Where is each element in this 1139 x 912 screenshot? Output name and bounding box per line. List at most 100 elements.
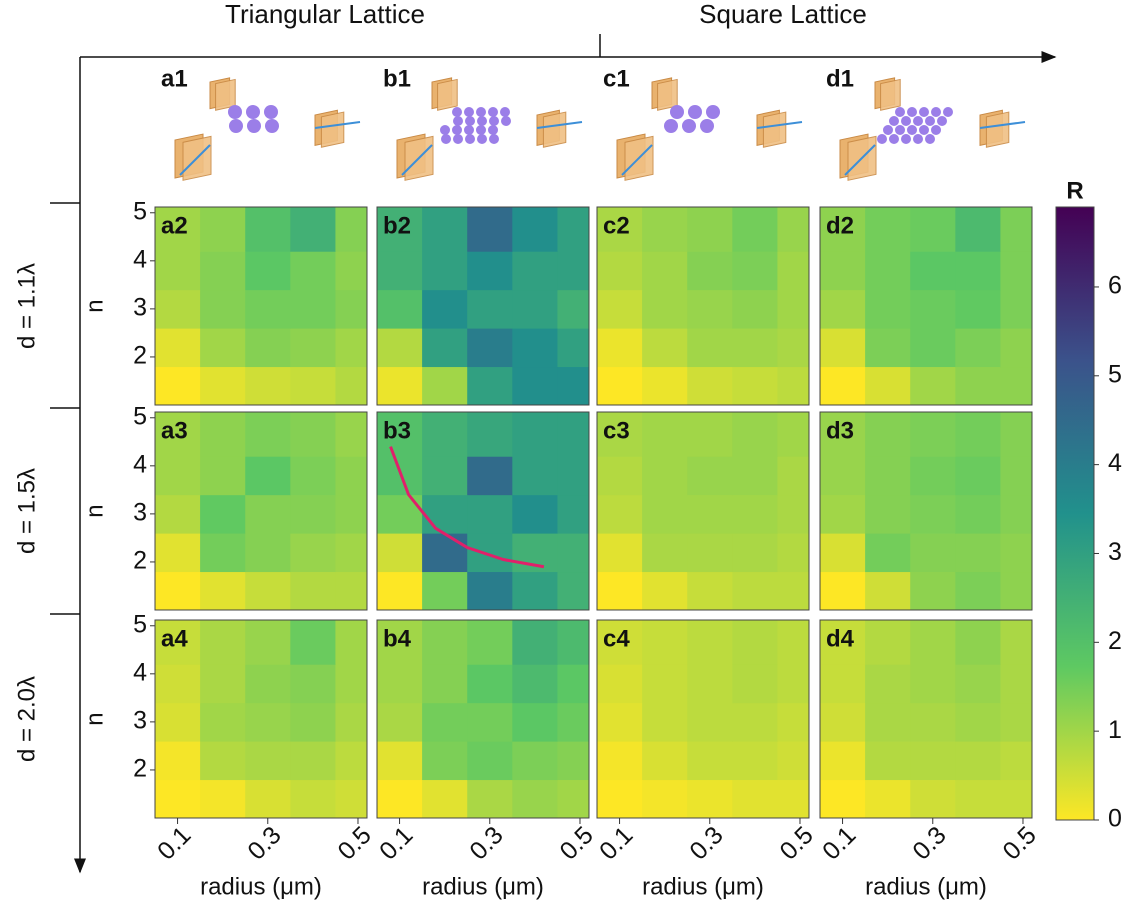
heatmap-cell [377, 328, 423, 367]
heatmap-cell [512, 780, 558, 819]
particle [452, 125, 462, 135]
heatmap-cell [597, 328, 643, 367]
heatmap-cell [955, 290, 1001, 329]
heatmap-cell [597, 495, 643, 534]
heatmap-cell [422, 533, 468, 572]
heatmap-cell [200, 664, 246, 703]
heatmap-cell [512, 741, 558, 780]
heatmap-cell [777, 533, 809, 572]
heatmap-cell [512, 251, 558, 290]
heatmap-cell [557, 367, 589, 406]
heatmap-cell [642, 572, 688, 611]
heatmap-cell [732, 207, 778, 252]
heatmap-cell [865, 328, 911, 367]
heatmap-cell [777, 367, 809, 406]
heatmap-cell [377, 367, 423, 406]
heatmap-cell [820, 572, 866, 611]
x-tick-label: 0.5 [998, 821, 1042, 865]
heatmap-cell [557, 207, 589, 252]
heatmap-cell [820, 456, 866, 495]
particle [440, 125, 450, 135]
panel-label: a3 [161, 417, 188, 444]
heatmap-cell [512, 367, 558, 406]
x-axis-label: radius (μm) [200, 873, 322, 900]
x-tick-label: 0.1 [152, 821, 196, 865]
y-tick-label: 3 [133, 293, 147, 321]
heatmap-cell [865, 572, 911, 611]
heatmap-cell [155, 703, 201, 742]
heatmap-cell [865, 703, 911, 742]
heatmap-cell [910, 251, 956, 290]
particle [901, 134, 911, 144]
heatmap-cell [732, 412, 778, 457]
panel-label: c1 [603, 65, 630, 92]
heatmap-cell [910, 456, 956, 495]
heatmap-cell [597, 780, 643, 819]
heatmap-cell [910, 328, 956, 367]
illustration [175, 78, 360, 180]
y-tick-label: 4 [133, 450, 147, 478]
heatmap-cell [512, 572, 558, 611]
x-tick-label: 0.3 [684, 821, 728, 865]
heatmap-cell [245, 664, 291, 703]
particle [489, 134, 499, 144]
heatmap-cell [335, 664, 367, 703]
heatmap-cell [467, 367, 513, 406]
x-tick-label: 0.3 [907, 821, 951, 865]
heatmap-cell [955, 703, 1001, 742]
particle [943, 107, 953, 117]
heatmap-cell [467, 780, 513, 819]
heatmap-cell [955, 367, 1001, 406]
particle [907, 125, 917, 135]
heatmap-cell [422, 780, 468, 819]
y-tick-label: 5 [133, 402, 147, 430]
heatmap-cell [512, 456, 558, 495]
heatmap-cell [642, 290, 688, 329]
x-tick-label: 0.5 [333, 821, 377, 865]
heatmap-cell [1000, 328, 1032, 367]
particle [889, 116, 899, 126]
heatmap-cell [955, 412, 1001, 457]
heatmap-cell [687, 664, 733, 703]
y-tick-label: 4 [133, 658, 147, 686]
x-tick-label: 0.3 [242, 821, 286, 865]
heatmap-cell [597, 533, 643, 572]
heatmap-cell [155, 456, 201, 495]
heatmap-cell [910, 741, 956, 780]
y-axis-label: n [81, 504, 108, 517]
particle [265, 119, 279, 133]
heatmap-cell [335, 251, 367, 290]
heatmap-cell [955, 495, 1001, 534]
y-axis-label: n [81, 712, 108, 725]
particle [937, 116, 947, 126]
colorbar-tick-label: 6 [1108, 272, 1122, 300]
plate [881, 79, 901, 110]
heatmap-cell [245, 328, 291, 367]
heatmap-cell [687, 703, 733, 742]
particle [465, 116, 475, 126]
heatmap-cell [732, 780, 778, 819]
panel-label: d1 [826, 65, 854, 92]
particle [925, 116, 935, 126]
x-tick-label: 0.3 [464, 821, 508, 865]
particle [246, 105, 260, 119]
particle [488, 107, 498, 117]
heatmap-cell [777, 251, 809, 290]
heatmap-cell [290, 741, 336, 780]
heatmap-cell [335, 780, 367, 819]
particle [877, 134, 887, 144]
particle [706, 105, 720, 119]
heatmap-cell [1000, 367, 1032, 406]
heatmap-cell [377, 290, 423, 329]
heatmap-cell [642, 533, 688, 572]
x-tick-label: 0.1 [594, 821, 638, 865]
heatmap-cell [687, 533, 733, 572]
heatmap-cell [910, 290, 956, 329]
colorbar-tick-label: 2 [1108, 627, 1122, 655]
particle [453, 134, 463, 144]
heatmap-cell [290, 412, 336, 457]
heatmap-cell [865, 251, 911, 290]
heatmap-cell [377, 741, 423, 780]
heatmap-cell [335, 367, 367, 406]
heatmap-cell [200, 290, 246, 329]
